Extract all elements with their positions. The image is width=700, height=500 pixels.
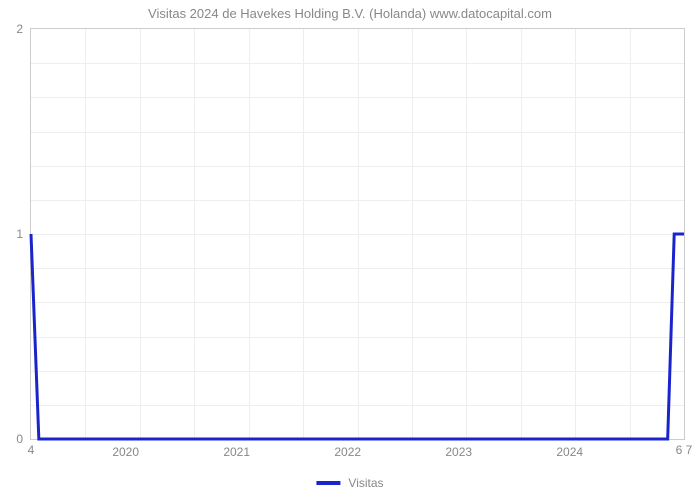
y-tick-label: 2	[16, 22, 23, 36]
plot-area: 0122020202120222023202446 7	[30, 28, 685, 440]
y-tick-label: 1	[16, 227, 23, 241]
data-line	[31, 29, 684, 439]
x-tick-label: 2023	[445, 445, 472, 459]
x-corner-left-label: 4	[28, 443, 35, 457]
legend: Visitas	[316, 476, 383, 490]
x-tick-label: 2021	[223, 445, 250, 459]
x-corner-right-label: 6 7	[676, 443, 693, 457]
chart-container: Visitas 2024 de Havekes Holding B.V. (Ho…	[0, 0, 700, 500]
chart-title: Visitas 2024 de Havekes Holding B.V. (Ho…	[0, 6, 700, 21]
legend-label: Visitas	[348, 476, 383, 490]
y-tick-label: 0	[16, 432, 23, 446]
x-tick-label: 2022	[334, 445, 361, 459]
legend-swatch	[316, 481, 340, 485]
x-tick-label: 2024	[556, 445, 583, 459]
x-tick-label: 2020	[112, 445, 139, 459]
